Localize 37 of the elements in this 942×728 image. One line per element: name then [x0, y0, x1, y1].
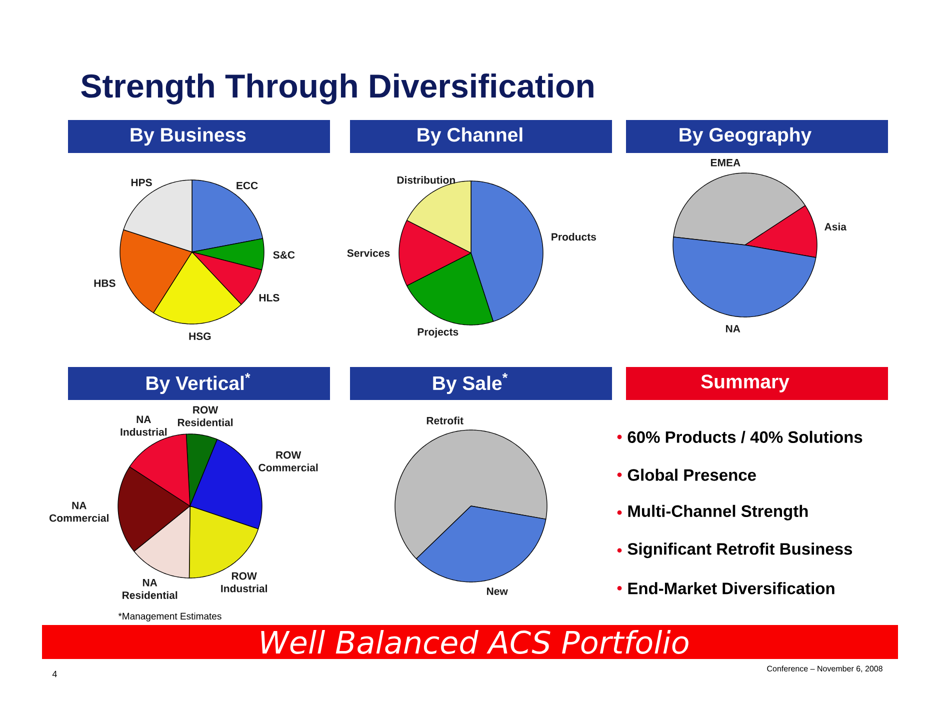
chart-title: By Business [130, 127, 246, 146]
chart-title: By Geography [680, 127, 812, 146]
slice-label: Products [552, 232, 596, 241]
slice-label: Asia [824, 222, 847, 230]
slice-label: NA Industrial [120, 416, 167, 436]
slice-label: HBS [94, 280, 116, 287]
text: Well Balanced ACS Portfolio [261, 630, 688, 654]
slice-label: New [487, 588, 508, 595]
slice-label: HSG [189, 332, 211, 340]
slice-label: ROW Residential [178, 406, 233, 426]
text: Multi-Channel Strength [628, 504, 808, 520]
text: Summary [701, 374, 790, 392]
slice-label: NA [726, 325, 740, 332]
slice-label: Projects [418, 328, 458, 338]
slice-label: EMEA [710, 159, 740, 166]
text: *Management Estimates [118, 612, 222, 622]
text: End-Market Diversification [628, 582, 834, 594]
chart-title: By Vertical$^{*}$ [146, 373, 250, 394]
text: Significant Retrofit Business [628, 542, 852, 558]
slice-label: NA Residential [122, 579, 178, 599]
text: Global Presence [628, 468, 756, 481]
slice-label: ECC [236, 182, 258, 190]
chart-title: By Sale$^{*}$ [433, 373, 508, 394]
text: 60% Products / 40% Solutions [628, 430, 862, 444]
text: 4 [52, 670, 57, 678]
slice-label: HLS [259, 294, 280, 302]
slice-label: Services [347, 249, 390, 257]
text: Conference – November 6, 2008 [767, 666, 882, 672]
slice-label: HPS [131, 178, 152, 186]
chart-title: By Channel [418, 127, 522, 146]
text: Strength Through Diversification [81, 74, 594, 104]
slice-label: Distribution [397, 176, 455, 184]
slice-label: ROW Commercial [258, 451, 318, 472]
slice-label: Retrofit [426, 416, 464, 424]
slice-label: NA Commercial [50, 502, 108, 522]
slice-label: ROW Industrial [221, 572, 267, 592]
slice-label: S&C [273, 251, 295, 259]
